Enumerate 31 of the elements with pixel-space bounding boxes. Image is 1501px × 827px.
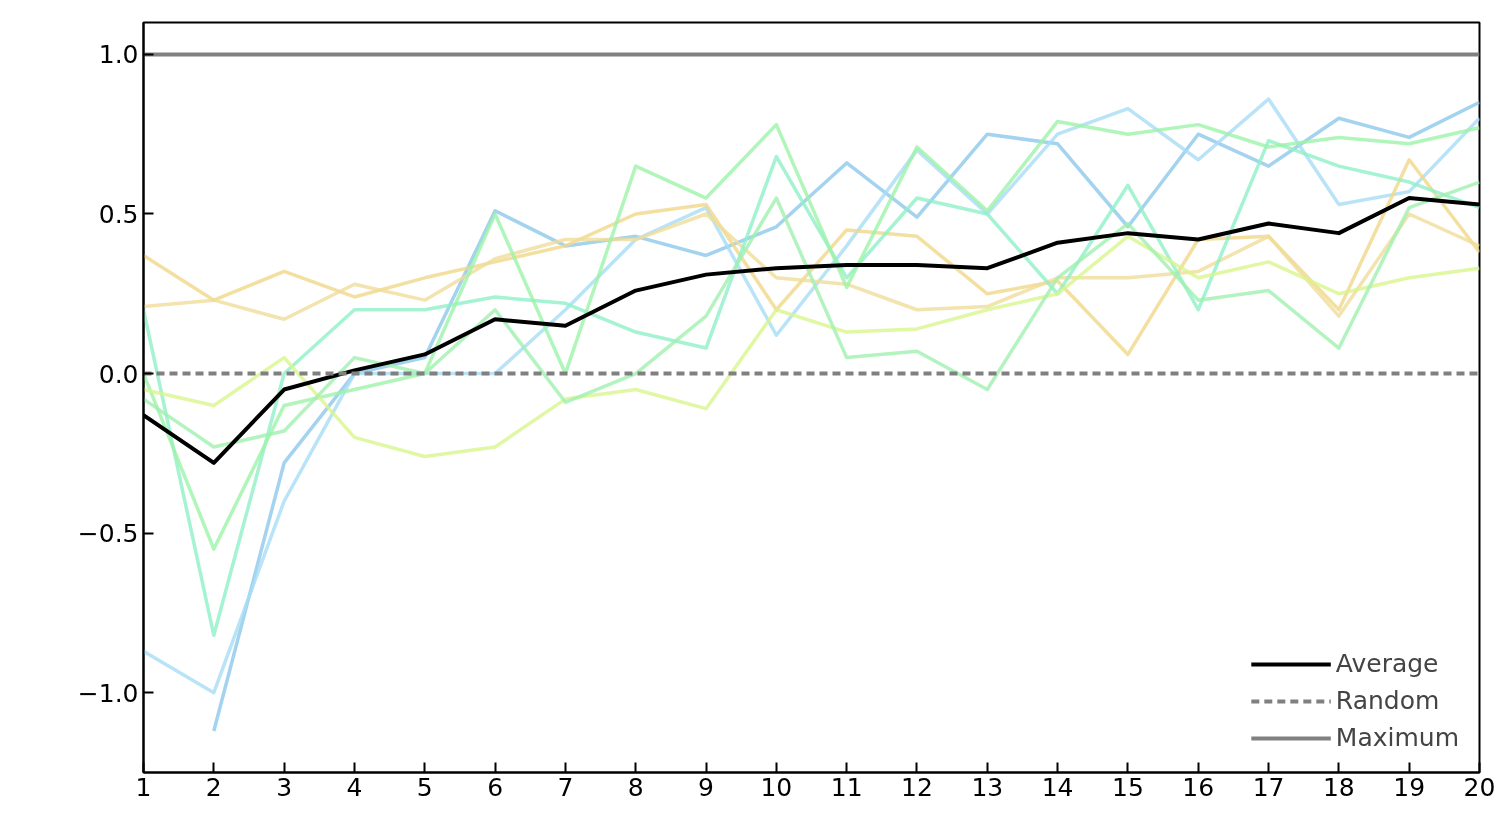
x-tick-label: 20 bbox=[1463, 772, 1496, 802]
x-tick-label: 6 bbox=[487, 772, 504, 802]
x-tick-label: 9 bbox=[698, 772, 714, 802]
x-tick-label: 12 bbox=[901, 772, 933, 802]
legend-label: Average bbox=[1335, 649, 1439, 678]
x-tick-label: 14 bbox=[1041, 772, 1074, 802]
x-tick-label: 10 bbox=[760, 772, 793, 802]
line-series bbox=[143, 234, 1480, 459]
x-tick-label: 2 bbox=[205, 772, 222, 802]
x-tick-label: 5 bbox=[416, 772, 433, 802]
x-tick-label: 4 bbox=[346, 772, 363, 802]
legend-label: Maximum bbox=[1335, 723, 1459, 752]
x-tick-label: 19 bbox=[1393, 772, 1426, 802]
x-tick-label: 17 bbox=[1252, 772, 1285, 802]
y-tick-label: 0.5 bbox=[98, 199, 139, 229]
x-tick-label: 3 bbox=[276, 772, 293, 802]
y-tick-label: −0.5 bbox=[77, 519, 139, 549]
y-tick-label: −1.0 bbox=[77, 678, 139, 708]
x-tick-label: 16 bbox=[1182, 772, 1215, 802]
x-tick-label: 11 bbox=[830, 772, 863, 802]
legend-label: Random bbox=[1335, 686, 1440, 715]
y-tick-label: 0.0 bbox=[98, 359, 139, 389]
x-tick-label: 7 bbox=[557, 772, 574, 802]
y-tick-label: 1.0 bbox=[98, 40, 139, 70]
line-series bbox=[143, 119, 1480, 551]
x-tick-label: 18 bbox=[1322, 772, 1355, 802]
x-tick-label: 8 bbox=[627, 772, 644, 802]
x-tick-label: 15 bbox=[1112, 772, 1144, 802]
x-tick-label: 13 bbox=[971, 772, 1004, 802]
line-series bbox=[143, 212, 1480, 322]
x-tick-label: 1 bbox=[135, 772, 152, 802]
